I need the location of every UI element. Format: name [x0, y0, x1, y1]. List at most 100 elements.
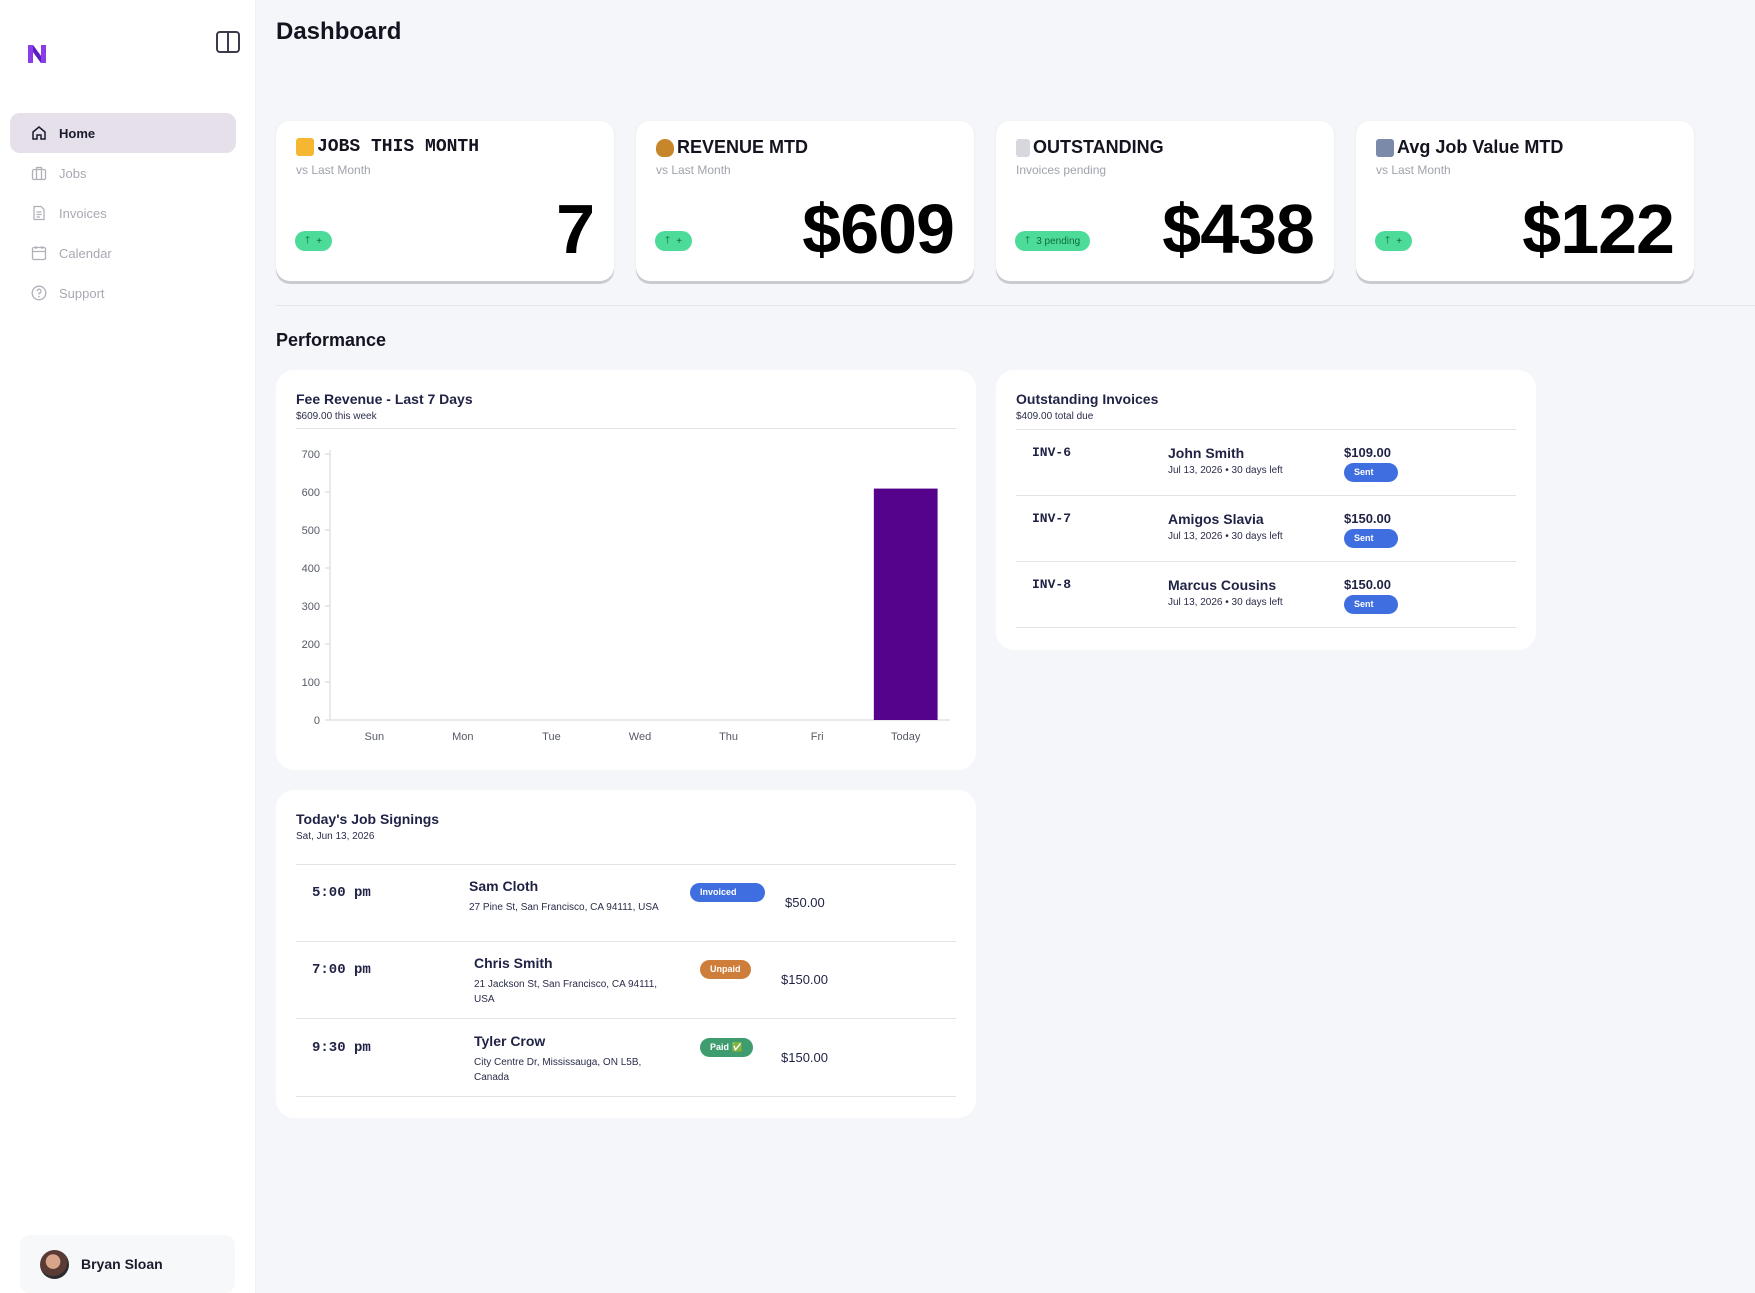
- chart-title: Fee Revenue - Last 7 Days: [296, 391, 473, 407]
- signing-address: 21 Jackson St, San Francisco, CA 94111, …: [474, 979, 658, 1005]
- card-divider: [296, 864, 956, 865]
- y-tick-label: 100: [302, 677, 320, 689]
- x-tick-label: Wed: [629, 731, 651, 743]
- money-bag-icon: [656, 138, 674, 157]
- invoice-row[interactable]: INV-6 John Smith Jul 13, 2026 • 30 days …: [1016, 430, 1516, 496]
- card-title: Today's Job Signings: [296, 811, 440, 827]
- revenue-chart-card: Fee Revenue - Last 7 Days $609.00 this w…: [276, 370, 976, 770]
- sidebar-nav: Home Jobs Invoices Calendar Support: [10, 113, 236, 313]
- page-title: Dashboard: [276, 18, 402, 45]
- sidebar-item-home[interactable]: Home: [10, 113, 236, 153]
- building-icon: [1376, 138, 1394, 157]
- sidebar-toggle-icon[interactable]: [216, 31, 240, 53]
- kpi-value: $438: [1162, 190, 1315, 268]
- avatar: [40, 1249, 69, 1279]
- trend-badge: 🡑 +: [295, 231, 333, 251]
- kpi-value: $122: [1522, 190, 1675, 268]
- y-tick-label: 300: [302, 601, 320, 613]
- sidebar: Home Jobs Invoices Calendar Support: [0, 0, 256, 1293]
- status-badge: Sent: [1344, 463, 1398, 482]
- kpi-card-jobs: JOBS THIS MONTH vs Last Month 🡑 + 7: [276, 121, 614, 281]
- status-badge: Sent: [1344, 595, 1398, 614]
- kpi-subtitle: vs Last Month: [1376, 163, 1451, 177]
- invoice-client: John Smith: [1168, 445, 1245, 461]
- card-subtitle: $409.00 total due: [1016, 411, 1094, 422]
- kpi-card-avg-job-value: Avg Job Value MTD vs Last Month 🡑 + $122: [1356, 121, 1694, 281]
- y-tick-label: 500: [302, 525, 320, 537]
- receipt-icon: [1016, 138, 1030, 157]
- signing-amount: $150.00: [781, 1050, 828, 1065]
- invoice-due: Jul 13, 2026 • 30 days left: [1168, 531, 1283, 542]
- signing-row[interactable]: 5:00 pm Sam Cloth 27 Pine St, San Franci…: [296, 865, 956, 942]
- user-name: Bryan Sloan: [81, 1256, 163, 1272]
- brand-logo[interactable]: [26, 42, 48, 66]
- trend-badge: 🡑 +: [655, 231, 693, 251]
- divider: [276, 305, 1755, 306]
- card-subtitle: Sat, Jun 13, 2026: [296, 831, 375, 842]
- sidebar-item-invoices[interactable]: Invoices: [10, 193, 236, 233]
- calendar-icon: [30, 245, 47, 262]
- signing-time: 7:00 pm: [312, 962, 371, 978]
- user-profile[interactable]: Bryan Sloan: [20, 1235, 235, 1293]
- y-tick-label: 0: [314, 715, 320, 727]
- help-icon: [30, 285, 47, 302]
- invoice-client: Marcus Cousins: [1168, 577, 1277, 593]
- signing-client: Tyler Crow: [474, 1033, 546, 1049]
- outstanding-invoices-card: Outstanding Invoices $409.00 total due I…: [996, 370, 1536, 650]
- signing-time: 5:00 pm: [312, 885, 371, 901]
- invoice-due: Jul 13, 2026 • 30 days left: [1168, 597, 1283, 608]
- kpi-value: $609: [802, 190, 955, 268]
- x-tick-label: Fri: [811, 731, 824, 743]
- invoice-row[interactable]: INV-7 Amigos Slavia Jul 13, 2026 • 30 da…: [1016, 496, 1516, 562]
- briefcase-icon: [30, 165, 47, 182]
- status-badge: Sent: [1344, 529, 1398, 548]
- card-divider: [1016, 429, 1516, 430]
- status-badge: Paid ✅: [700, 1038, 753, 1057]
- invoice-amount: $109.00: [1344, 445, 1391, 460]
- invoice-amount: $150.00: [1344, 511, 1391, 526]
- signing-amount: $50.00: [785, 895, 825, 910]
- invoice-id: INV-8: [1032, 577, 1072, 592]
- invoice-row[interactable]: INV-8 Marcus Cousins Jul 13, 2026 • 30 d…: [1016, 562, 1516, 628]
- invoice-due: Jul 13, 2026 • 30 days left: [1168, 465, 1283, 476]
- x-tick-label: Tue: [542, 731, 561, 743]
- signing-address: 27 Pine St, San Francisco, CA 94111, USA: [469, 902, 659, 913]
- chart-bar: [873, 488, 938, 720]
- sidebar-item-label: Calendar: [59, 245, 112, 261]
- signing-row[interactable]: 7:00 pm Chris Smith 21 Jackson St, San F…: [296, 942, 956, 1019]
- sidebar-item-label: Home: [59, 125, 96, 141]
- y-tick-label: 600: [302, 487, 320, 499]
- arrow-up-icon: 🡑: [1385, 234, 1391, 246]
- sidebar-item-label: Jobs: [59, 165, 87, 181]
- kpi-subtitle: vs Last Month: [296, 163, 371, 177]
- signing-address: City Centre Dr, Mississauga, ON L5B, Can…: [474, 1057, 642, 1083]
- kpi-subtitle: Invoices pending: [1016, 163, 1107, 177]
- sidebar-item-calendar[interactable]: Calendar: [10, 233, 236, 273]
- sidebar-item-jobs[interactable]: Jobs: [10, 153, 236, 193]
- y-tick-label: 700: [302, 449, 320, 461]
- invoice-id: INV-6: [1032, 445, 1072, 460]
- sidebar-item-support[interactable]: Support: [10, 273, 236, 313]
- arrow-up-icon: 🡑: [665, 234, 671, 246]
- trend-badge: 🡑 3 pending: [1015, 231, 1091, 251]
- x-tick-label: Thu: [719, 731, 738, 743]
- y-tick-label: 400: [302, 563, 320, 575]
- folder-icon: [296, 138, 314, 156]
- kpi-card-revenue: REVENUE MTD vs Last Month 🡑 + $609: [636, 121, 974, 281]
- job-signings-card: Today's Job Signings Sat, Jun 13, 2026 5…: [276, 790, 976, 1118]
- sidebar-item-label: Support: [59, 285, 105, 301]
- section-title-performance: Performance: [276, 330, 387, 350]
- kpi-card-outstanding: OUTSTANDING Invoices pending 🡑 3 pending …: [996, 121, 1334, 281]
- invoice-client: Amigos Slavia: [1168, 511, 1264, 527]
- signing-time: 9:30 pm: [312, 1040, 371, 1056]
- chart-subtitle: $609.00 this week: [296, 411, 377, 422]
- arrow-up-icon: 🡑: [1025, 234, 1031, 246]
- kpi-value: 7: [556, 190, 595, 268]
- home-icon: [30, 125, 47, 142]
- document-icon: [30, 205, 47, 222]
- revenue-bar-chart: 0 100 200 300 400 500 600 700 Sun Mon Tue Wed Thu Fri…: [302, 449, 950, 743]
- signing-client: Chris Smith: [474, 955, 553, 971]
- arrow-up-icon: 🡑: [305, 234, 311, 246]
- signing-row[interactable]: 9:30 pm Tyler Crow City Centre Dr, Missi…: [296, 1020, 956, 1097]
- card-title: Outstanding Invoices: [1016, 391, 1159, 407]
